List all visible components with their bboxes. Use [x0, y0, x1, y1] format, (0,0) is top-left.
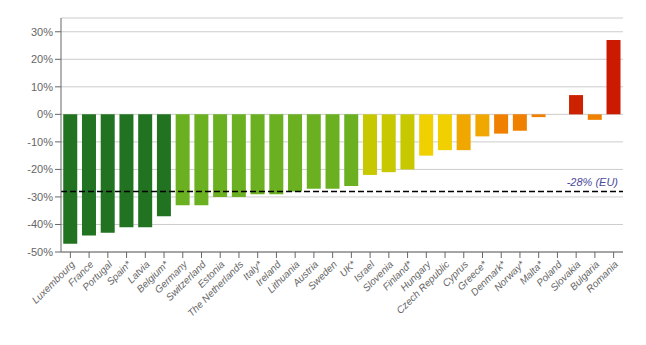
svg-text:-20%: -20%: [27, 163, 53, 175]
svg-text:Denmark*: Denmark*: [468, 258, 508, 298]
svg-text:Ireland: Ireland: [253, 258, 283, 289]
svg-text:Portugal: Portugal: [80, 258, 115, 293]
svg-text:-10%: -10%: [27, 136, 53, 148]
svg-text:Finland*: Finland*: [380, 258, 414, 293]
svg-text:-50%: -50%: [27, 246, 53, 258]
svg-text:Slovakia: Slovakia: [548, 258, 583, 294]
svg-text:0%: 0%: [37, 108, 53, 120]
svg-text:Belgium*: Belgium*: [134, 258, 171, 295]
svg-text:Switzerland: Switzerland: [163, 258, 208, 303]
svg-text:20%: 20%: [31, 53, 53, 65]
svg-text:The Netherlands: The Netherlands: [185, 259, 245, 319]
svg-text:Latvia: Latvia: [125, 258, 152, 286]
svg-text:Cyprus: Cyprus: [440, 258, 471, 289]
svg-text:France: France: [65, 258, 96, 289]
svg-text:Bulgaria: Bulgaria: [567, 258, 602, 293]
svg-text:Czech Republic: Czech Republic: [394, 259, 451, 316]
svg-text:-40%: -40%: [27, 218, 53, 230]
svg-text:10%: 10%: [31, 81, 53, 93]
svg-text:Romania: Romania: [584, 258, 620, 294]
svg-text:Malta*: Malta*: [517, 258, 546, 287]
svg-text:Estonia: Estonia: [195, 258, 227, 290]
svg-text:Spain*: Spain*: [104, 258, 133, 288]
svg-text:-28% (EU): -28% (EU): [567, 176, 619, 188]
svg-text:Lithuania: Lithuania: [265, 258, 302, 296]
svg-text:Greece*: Greece*: [455, 258, 489, 293]
svg-text:Slovenia: Slovenia: [360, 258, 396, 294]
svg-text:-30%: -30%: [27, 191, 53, 203]
svg-text:Italy*: Italy*: [240, 258, 265, 283]
svg-text:Germany: Germany: [152, 258, 190, 296]
svg-text:Sweden: Sweden: [306, 258, 340, 292]
svg-text:Hungary: Hungary: [398, 258, 433, 294]
svg-text:Austria: Austria: [290, 258, 321, 289]
svg-text:UK*: UK*: [337, 258, 358, 279]
svg-text:Poland: Poland: [534, 258, 564, 289]
svg-text:30%: 30%: [31, 26, 53, 38]
svg-text:Israel: Israel: [351, 258, 377, 284]
svg-text:Norway*: Norway*: [491, 258, 527, 294]
svg-text:Luxembourg: Luxembourg: [29, 258, 77, 306]
